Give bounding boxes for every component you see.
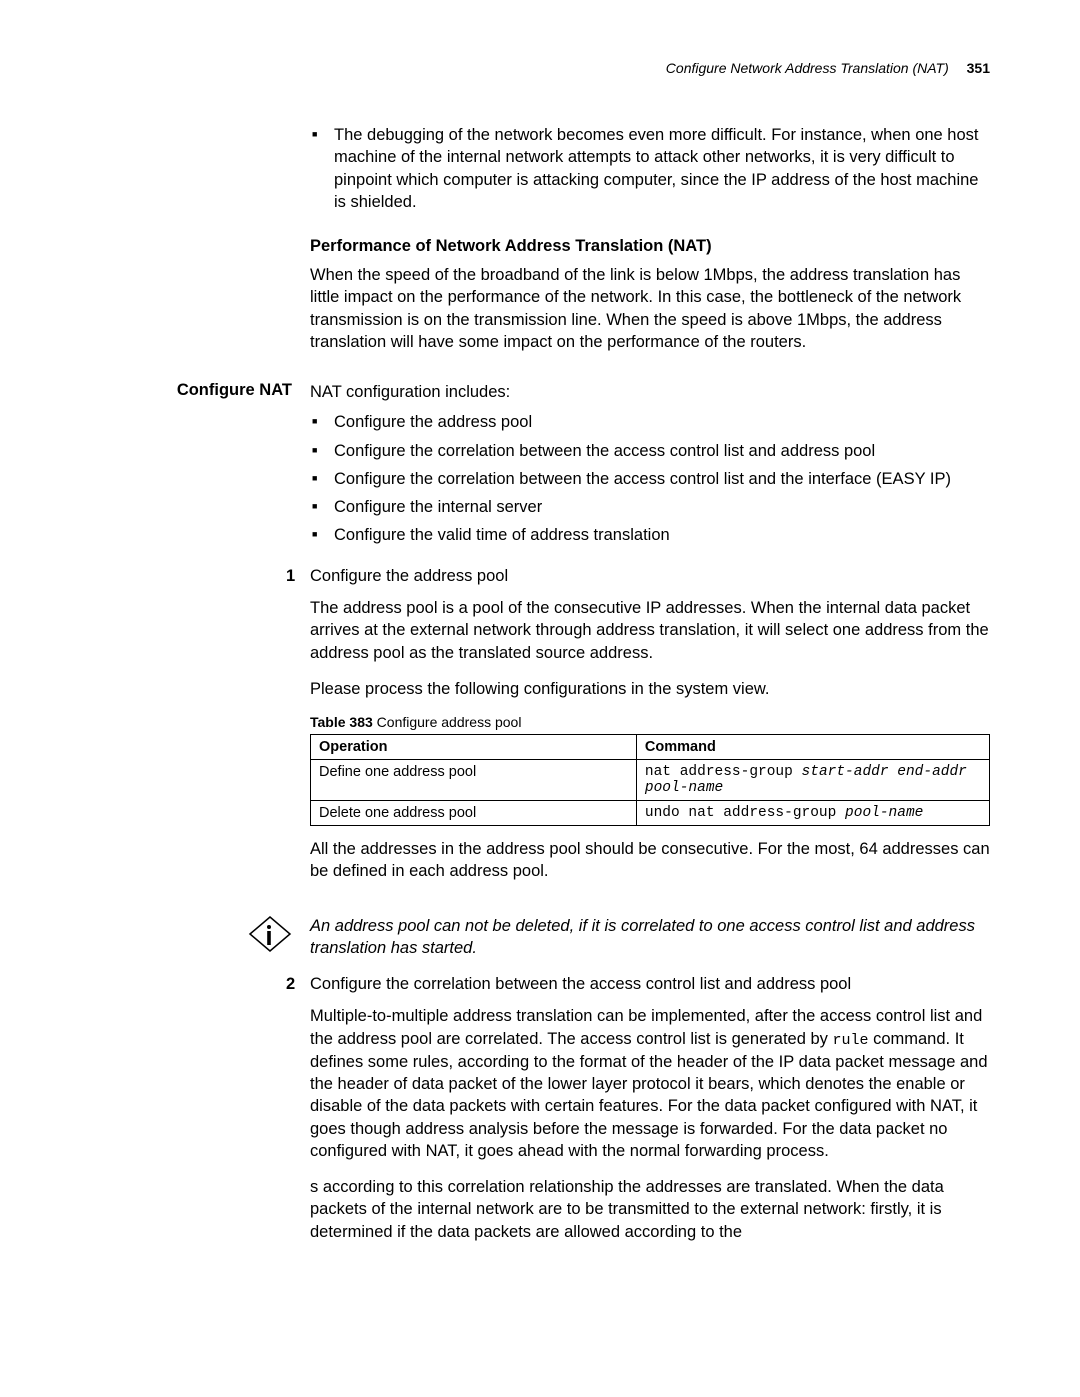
table-row: Define one address pool nat address-grou… xyxy=(311,760,990,801)
nat-include-list: Configure the address pool Configure the… xyxy=(310,411,990,546)
step1-p1: The address pool is a pool of the consec… xyxy=(310,597,990,664)
info-icon xyxy=(248,915,292,953)
intro-bullet-1: The debugging of the network becomes eve… xyxy=(310,124,990,213)
side-label-configure-nat: Configure NAT xyxy=(90,381,310,400)
step-2-title: Configure the correlation between the ac… xyxy=(310,975,851,993)
step-2: 2 Configure the correlation between the … xyxy=(310,973,990,995)
cmd-text: undo nat address-group xyxy=(645,805,845,821)
configure-nat-body: NAT configuration includes: Configure th… xyxy=(310,381,990,896)
list-item: Configure the valid time of address tran… xyxy=(310,524,990,546)
table-caption: Table 383 Configure address pool xyxy=(310,714,990,730)
cmd-args: pool-name xyxy=(845,805,923,821)
step-1: 1 Configure the address pool xyxy=(310,565,990,587)
step1-p3: All the addresses in the address pool sh… xyxy=(310,838,990,883)
table-title: Configure address pool xyxy=(373,714,522,730)
step1-p2: Please process the following configurati… xyxy=(310,678,990,700)
cell-command: undo nat address-group pool-name xyxy=(636,801,989,826)
intro-block: The debugging of the network becomes eve… xyxy=(310,124,990,353)
running-title: Configure Network Address Translation (N… xyxy=(666,60,949,76)
list-item: Configure the correlation between the ac… xyxy=(310,468,990,490)
info-icon-wrap xyxy=(90,915,310,953)
nat-lead: NAT configuration includes: xyxy=(310,381,990,403)
page-number: 351 xyxy=(967,60,990,76)
address-pool-table: Operation Command Define one address poo… xyxy=(310,734,990,826)
perf-heading: Performance of Network Address Translati… xyxy=(310,237,990,256)
note-text: An address pool can not be deleted, if i… xyxy=(310,915,990,960)
step2-block: 2 Configure the correlation between the … xyxy=(310,973,990,1243)
step2-p2: s according to this correlation relation… xyxy=(310,1176,990,1243)
note: An address pool can not be deleted, if i… xyxy=(90,915,990,960)
table-row: Delete one address pool undo nat address… xyxy=(311,801,990,826)
col-operation: Operation xyxy=(311,735,637,760)
running-header: Configure Network Address Translation (N… xyxy=(90,60,990,76)
cell-operation: Define one address pool xyxy=(311,760,637,801)
cell-operation: Delete one address pool xyxy=(311,801,637,826)
step-number: 2 xyxy=(286,973,295,995)
intro-bullets: The debugging of the network becomes eve… xyxy=(310,124,990,213)
rule-command: rule xyxy=(832,1032,868,1049)
cmd-text: nat address-group xyxy=(645,764,802,780)
page: Configure Network Address Translation (N… xyxy=(0,0,1080,1317)
list-item: Configure the correlation between the ac… xyxy=(310,440,990,462)
configure-nat-section: Configure NAT NAT configuration includes… xyxy=(90,381,990,896)
cell-command: nat address-group start-addr end-addr po… xyxy=(636,760,989,801)
step-number: 1 xyxy=(286,565,295,587)
list-item: Configure the internal server xyxy=(310,496,990,518)
table-header-row: Operation Command xyxy=(311,735,990,760)
perf-body: When the speed of the broadband of the l… xyxy=(310,264,990,353)
step2-p1: Multiple-to-multiple address translation… xyxy=(310,1005,990,1162)
list-item: Configure the address pool xyxy=(310,411,990,433)
step2-p1b: command. It defines some rules, accordin… xyxy=(310,1030,988,1160)
col-command: Command xyxy=(636,735,989,760)
step-1-title: Configure the address pool xyxy=(310,567,508,585)
table-number: Table 383 xyxy=(310,714,373,730)
